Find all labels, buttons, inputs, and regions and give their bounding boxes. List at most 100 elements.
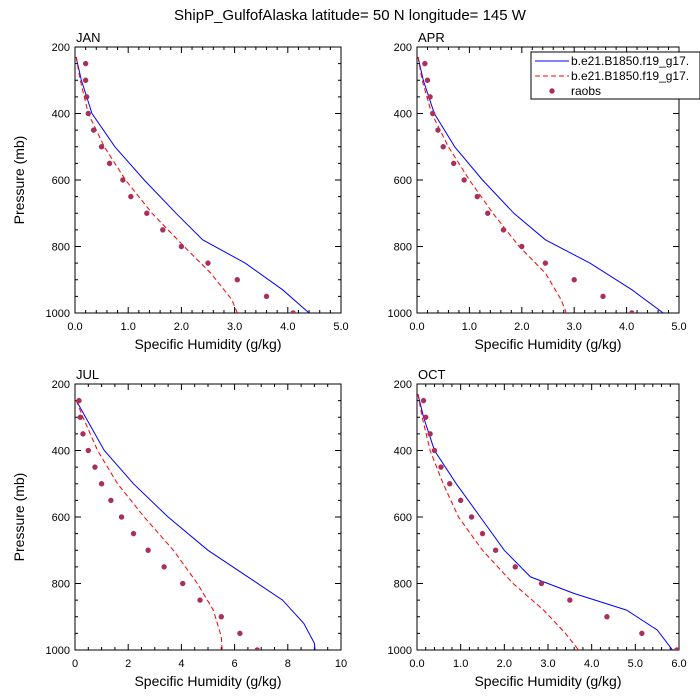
panel-label: APR <box>418 30 445 45</box>
y-tick-label: 400 <box>394 446 412 458</box>
x-tick-label: 3.0 <box>227 321 242 333</box>
data-point-raobs <box>629 310 635 313</box>
data-point-raobs <box>423 414 429 420</box>
y-tick-label: 200 <box>52 379 70 391</box>
legend-marker <box>549 88 555 94</box>
data-point-raobs <box>519 243 525 250</box>
x-tick-label: 0.0 <box>409 658 424 670</box>
series-line-model-2 <box>75 400 223 650</box>
x-tick-label: 3.0 <box>567 321 582 333</box>
panel-jan: JAN 0.0 1.0 2.0 3.0 4.0 5.0 200 400 600 800 1000 Spe… <box>11 30 349 352</box>
data-point-raobs <box>106 160 113 167</box>
y-axis-label: Pressure (mb) <box>11 473 27 562</box>
data-point-raobs <box>144 210 150 216</box>
data-point-raobs <box>76 397 82 404</box>
x-tick-label: 6 <box>232 658 238 670</box>
y-tick-label: 1000 <box>46 308 70 320</box>
y-tick-label: 400 <box>394 109 412 121</box>
data-point-raobs <box>85 447 92 454</box>
data-point-raobs <box>82 60 89 67</box>
plot-frame <box>74 383 342 651</box>
data-point-raobs <box>571 277 577 283</box>
data-point-raobs <box>420 397 427 404</box>
data-point-raobs <box>130 530 137 537</box>
data-point-raobs <box>440 144 446 150</box>
data-point-raobs <box>542 260 549 266</box>
y-tick-label: 200 <box>394 42 412 54</box>
data-point-raobs <box>120 177 126 183</box>
data-point-raobs <box>85 110 92 117</box>
data-point-raobs <box>82 77 89 83</box>
legend-entry: b.e21.B1850.f19_g17. <box>571 69 689 83</box>
x-tick-label: 2 <box>125 658 131 670</box>
series-group <box>417 56 664 313</box>
x-tick-label: 5.0 <box>333 321 348 333</box>
series-line-model-2 <box>417 393 579 650</box>
y-tick-label: 200 <box>52 42 70 54</box>
x-tick-label: 2.0 <box>174 321 189 333</box>
data-point-raobs <box>424 77 431 83</box>
panel-label: OCT <box>418 367 446 382</box>
plot-frame <box>416 383 680 651</box>
data-point-raobs <box>447 481 453 487</box>
data-point-raobs <box>427 431 433 437</box>
data-point-raobs <box>205 260 211 266</box>
x-tick-label: 3.0 <box>540 658 555 670</box>
data-point-raobs <box>457 497 464 504</box>
y-tick-label: 400 <box>52 109 70 121</box>
x-tick-label: 4.0 <box>280 321 295 333</box>
data-point-raobs <box>218 614 224 620</box>
data-point-raobs <box>604 614 610 620</box>
data-point-raobs <box>234 277 240 283</box>
y-tick-label: 600 <box>394 175 412 187</box>
data-point-raobs <box>600 293 606 300</box>
data-point-raobs <box>435 127 441 133</box>
panel-jul: JUL 0 2 4 6 8 10 200 400 600 800 1000 Specific Humid… <box>11 367 347 689</box>
x-tick-label: 10 <box>335 658 347 670</box>
data-point-raobs <box>485 210 491 216</box>
series-line-model-1 <box>417 393 673 650</box>
panel-apr: APR 0.0 1.0 2.0 3.0 4.0 5.0 200 400 600 800 1000 Spe… <box>388 30 700 352</box>
series-line-model-1 <box>75 56 310 313</box>
data-point-raobs <box>468 514 475 520</box>
legend-entry: raobs <box>571 84 601 98</box>
data-point-raobs <box>450 160 457 167</box>
data-point-raobs <box>479 530 486 537</box>
y-tick-label: 800 <box>394 242 412 254</box>
data-point-raobs <box>92 464 98 470</box>
data-point-raobs <box>161 564 167 570</box>
data-point-raobs <box>108 497 114 504</box>
y-tick-label: 1000 <box>388 308 412 320</box>
data-point-raobs <box>492 547 499 553</box>
x-tick-label: 2.0 <box>514 321 529 333</box>
data-point-raobs <box>422 60 428 67</box>
series-line-model-1 <box>75 400 316 650</box>
panel-label: JUL <box>76 367 99 382</box>
data-point-raobs <box>474 193 480 200</box>
data-point-raobs <box>237 630 243 637</box>
data-point-raobs <box>538 580 545 587</box>
legend-entry: b.e21.B1850.f19_g17. <box>571 54 689 68</box>
x-tick-label: 5.0 <box>671 321 686 333</box>
x-tick-label: 6.0 <box>671 658 686 670</box>
data-point-raobs <box>427 94 433 100</box>
x-tick-label: 0.0 <box>409 321 424 333</box>
y-tick-label: 800 <box>394 579 412 591</box>
panel-oct: OCT 0.0 1.0 2.0 3.0 4.0 5.0 6.0 200 400 600 800 1000… <box>388 367 687 689</box>
y-tick-label: 800 <box>52 242 70 254</box>
x-axis-label: Specific Humidity (g/kg) <box>474 336 621 352</box>
x-tick-label: 1.0 <box>121 321 136 333</box>
data-point-raobs <box>500 227 507 233</box>
data-point-raobs <box>77 414 84 420</box>
x-tick-label: 4.0 <box>619 321 634 333</box>
series-group <box>75 397 316 650</box>
data-point-raobs <box>461 177 467 183</box>
data-point-raobs <box>180 580 186 587</box>
series-line-model-2 <box>75 56 238 313</box>
data-point-raobs <box>512 564 518 570</box>
data-point-raobs <box>145 547 151 553</box>
y-tick-label: 1000 <box>388 645 412 657</box>
data-point-raobs <box>118 514 125 520</box>
panel-label: JAN <box>76 30 101 45</box>
